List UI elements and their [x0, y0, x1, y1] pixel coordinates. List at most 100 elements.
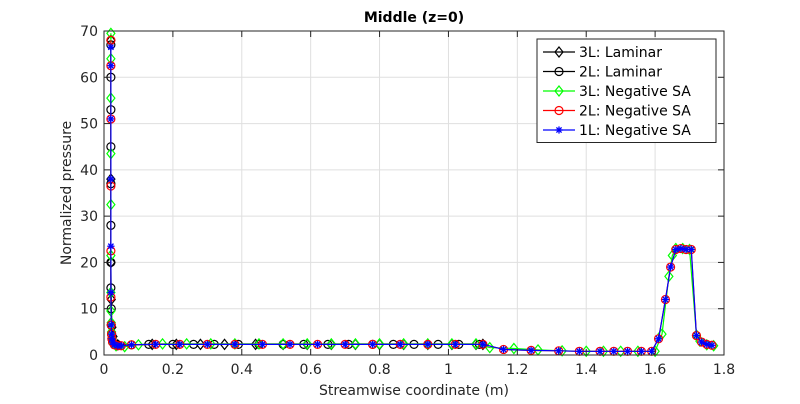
- data-point: [278, 337, 288, 350]
- legend-marker: [554, 105, 564, 116]
- data-point: [157, 337, 168, 350]
- x-tick-label: 1: [444, 362, 453, 378]
- data-point: [661, 295, 670, 304]
- series-line: [110, 44, 480, 346]
- y-tick-label: 50: [80, 117, 98, 133]
- y-tick-label: 70: [80, 24, 98, 40]
- series-line: [110, 40, 483, 346]
- data-point: [575, 347, 583, 355]
- data-point: [703, 340, 711, 348]
- legend-marker: [554, 85, 564, 97]
- chart-title: Middle (z=0): [364, 10, 464, 26]
- y-tick-label: 40: [80, 163, 98, 179]
- data-point: [302, 337, 312, 350]
- y-tick-label: 20: [80, 255, 98, 271]
- data-point: [424, 340, 432, 348]
- series-4: [107, 43, 716, 355]
- data-point: [326, 337, 337, 350]
- data-point: [107, 62, 115, 70]
- data-point: [396, 340, 404, 348]
- data-point: [509, 342, 519, 355]
- x-tick-label: 0: [100, 362, 109, 378]
- legend-label: 3L: Laminar: [579, 45, 662, 61]
- series-1: [106, 40, 485, 350]
- data-point: [654, 335, 663, 343]
- data-point: [648, 347, 656, 355]
- x-tick-label: 0.8: [368, 362, 390, 378]
- data-point: [478, 338, 488, 351]
- x-tick-label: 0.6: [300, 362, 322, 378]
- data-point: [152, 340, 160, 348]
- legend-marker: [554, 46, 564, 58]
- data-point: [555, 347, 563, 355]
- x-tick-label: 1.6: [644, 362, 666, 378]
- data-point: [350, 337, 361, 350]
- data-point: [313, 340, 322, 348]
- data-point: [219, 338, 230, 351]
- data-point: [117, 342, 125, 350]
- data-point: [181, 337, 192, 350]
- data-point: [623, 347, 632, 355]
- data-point: [527, 346, 535, 354]
- data-point: [471, 337, 481, 350]
- plot-series: [106, 27, 719, 358]
- data-point: [660, 294, 671, 305]
- data-point: [206, 337, 216, 350]
- data-point: [637, 347, 645, 355]
- data-point: [127, 341, 136, 349]
- series-0: [106, 34, 488, 351]
- data-point: [666, 262, 676, 272]
- data-point: [667, 263, 675, 271]
- legend-label: 2L: Laminar: [579, 65, 662, 81]
- legend-marker: [555, 126, 563, 134]
- data-point: [107, 175, 115, 183]
- x-tick-label: 0.2: [162, 362, 184, 378]
- data-point: [677, 244, 685, 253]
- data-point: [708, 341, 716, 349]
- data-point: [596, 347, 604, 355]
- legend-item: 3L: Negative SA: [543, 84, 691, 100]
- x-axis-label: Streamwise coordinate (m): [319, 383, 509, 399]
- legend: 3L: Laminar 2L: Laminar 3L: Negative SA 2L:…: [536, 38, 717, 143]
- data-point: [286, 340, 294, 348]
- data-point: [697, 337, 707, 347]
- x-tick-label: 1.8: [713, 362, 735, 378]
- y-axis-label: Normalized pressure: [59, 121, 75, 265]
- data-point: [447, 337, 457, 350]
- data-point: [479, 340, 487, 348]
- data-point: [107, 242, 115, 250]
- data-point: [203, 340, 211, 348]
- data-point: [499, 345, 508, 354]
- x-tick-label: 1.4: [575, 362, 597, 378]
- data-point: [398, 337, 409, 350]
- data-point: [258, 340, 267, 348]
- data-point: [341, 340, 349, 348]
- legend-label: 1L: Negative SA: [579, 123, 691, 139]
- axes-box: [103, 30, 725, 356]
- data-point: [369, 340, 377, 348]
- legend-item: 2L: Negative SA: [543, 104, 691, 120]
- legend-marker: [554, 66, 564, 77]
- legend-label: 2L: Negative SA: [579, 104, 691, 120]
- data-point: [610, 347, 618, 355]
- data-point: [687, 245, 695, 254]
- data-point: [692, 331, 701, 340]
- data-point: [653, 334, 664, 344]
- data-point: [254, 337, 264, 350]
- x-tick-label: 0.4: [231, 362, 253, 378]
- data-point: [231, 340, 239, 348]
- data-point: [107, 288, 115, 297]
- y-tick-label: 10: [80, 302, 98, 318]
- data-point: [107, 43, 115, 51]
- data-point: [374, 337, 385, 350]
- data-point: [176, 340, 184, 348]
- y-tick-label: 30: [80, 209, 98, 225]
- legend-label: 3L: Negative SA: [579, 84, 691, 100]
- x-tick-label: 1.2: [506, 362, 528, 378]
- ticks: 0 0.2 0.4 0.6 0.8 1 1.2 1.4 1.6 1.8 0 10 20 30 40 50 60 7…: [80, 24, 735, 378]
- data-point: [107, 321, 115, 329]
- data-point: [107, 115, 115, 123]
- legend-item: 2L: Laminar: [543, 65, 662, 81]
